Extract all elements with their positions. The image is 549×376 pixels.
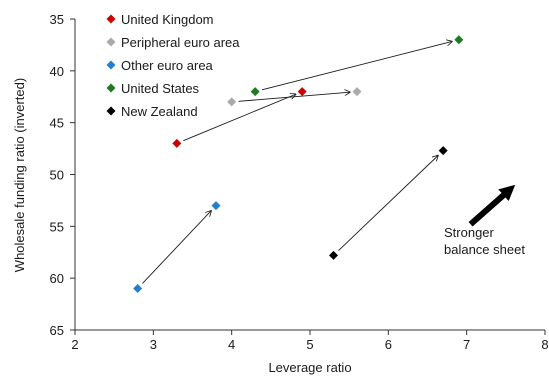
y-tick-label: 40 — [50, 64, 64, 79]
x-tick-label: 4 — [228, 337, 235, 352]
stronger-balance-sheet-annotation: Stronger balance sheet — [444, 184, 525, 257]
x-tick-label: 3 — [150, 337, 157, 352]
legend-marker — [106, 106, 116, 116]
data-point — [352, 87, 362, 97]
y-tick-label: 45 — [50, 116, 64, 131]
y-ticks: 35 40 45 50 55 60 65 — [50, 12, 75, 338]
data-point — [133, 284, 143, 294]
legend-marker — [106, 37, 116, 47]
y-tick-label: 50 — [50, 168, 64, 183]
y-axis-title: Wholesale funding ratio (inverted) — [12, 78, 27, 272]
data-point — [297, 87, 307, 97]
legend-marker — [106, 60, 116, 70]
series-arrows — [142, 41, 452, 284]
x-tick-label: 6 — [385, 337, 392, 352]
legend-label: New Zealand — [121, 104, 198, 119]
legend-label: Other euro area — [121, 58, 214, 73]
annotation-line-2: balance sheet — [444, 242, 525, 257]
x-ticks: 2 3 4 5 6 7 8 — [71, 330, 549, 352]
legend-label: United States — [121, 81, 200, 96]
x-tick-label: 2 — [71, 337, 78, 352]
y-tick-label: 55 — [50, 219, 64, 234]
data-point — [227, 97, 237, 107]
legend: United Kingdom Peripheral euro area Other … — [106, 12, 240, 119]
series-arrow — [338, 155, 439, 251]
data-point — [250, 87, 260, 97]
legend-label: Peripheral euro area — [121, 35, 240, 50]
data-points — [133, 35, 464, 294]
series-arrow — [238, 92, 350, 102]
series-arrow — [183, 94, 295, 142]
x-tick-label: 8 — [541, 337, 548, 352]
y-tick-label: 65 — [50, 323, 64, 338]
x-axis-title: Leverage ratio — [268, 360, 351, 375]
y-tick-label: 35 — [50, 12, 64, 27]
series-arrow — [261, 41, 452, 91]
data-point — [454, 35, 464, 45]
x-tick-label: 5 — [306, 337, 313, 352]
annotation-line-1: Stronger — [444, 225, 495, 240]
legend-marker — [106, 83, 116, 93]
data-point — [211, 201, 221, 211]
data-point — [438, 146, 448, 156]
x-tick-label: 7 — [463, 337, 470, 352]
data-point — [329, 250, 338, 260]
data-point — [172, 138, 182, 148]
series-arrow — [142, 211, 211, 284]
legend-marker — [106, 14, 116, 24]
y-tick-label: 60 — [50, 271, 64, 286]
stronger-balance-sheet-arrow — [468, 184, 516, 227]
legend-label: United Kingdom — [121, 12, 214, 27]
